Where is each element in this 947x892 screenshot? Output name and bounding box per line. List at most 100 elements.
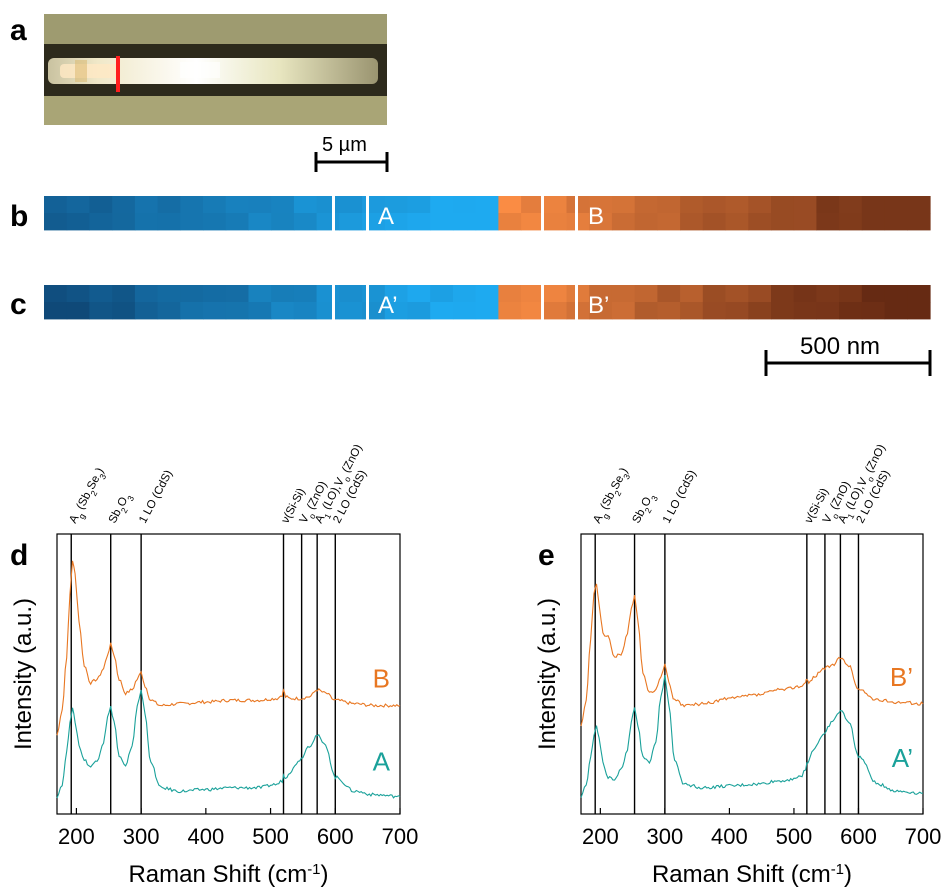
map-separator <box>575 194 578 232</box>
spectrum-chart-e: Ag (Sb2Se3)Sb2O3 1 LO (CdS) ν(Si-Si)Vo (Zn… <box>534 442 941 888</box>
map-pixel <box>157 302 181 320</box>
map-pixel <box>589 213 613 231</box>
raman-map-c <box>44 283 931 321</box>
map-pixel <box>680 285 704 303</box>
x-tick-label: 200 <box>582 824 619 849</box>
map-pixel <box>748 285 772 303</box>
map-pixel <box>611 196 636 214</box>
map-pixel <box>725 196 749 214</box>
map-pixel <box>771 196 795 214</box>
map-pixel <box>89 302 113 320</box>
map-pixel <box>225 196 249 214</box>
map-pixel <box>907 302 931 320</box>
map-pixel <box>839 196 863 214</box>
panel-label-e: e <box>538 539 555 572</box>
map-pixel <box>566 285 590 303</box>
map-pixel <box>702 285 727 303</box>
map-pixel <box>293 213 318 231</box>
map-pixel <box>66 196 90 214</box>
map-pixel <box>112 196 136 214</box>
x-axis-label: Raman Shift (cm-1) <box>128 861 328 889</box>
map-pixel <box>634 196 658 214</box>
map-pixel <box>861 213 886 231</box>
map-pixel <box>225 285 249 303</box>
map-pixel <box>543 285 568 303</box>
map-pixel <box>816 302 840 320</box>
x-tick-label: 600 <box>840 824 877 849</box>
map-pixel <box>793 196 817 214</box>
map-pixel <box>771 302 795 320</box>
x-tick-label: 500 <box>252 824 289 849</box>
scalebar-micro-label: 5 µm <box>322 134 367 156</box>
map-pixel <box>907 196 931 214</box>
map-pixel <box>430 213 454 231</box>
map-pixel <box>271 213 295 231</box>
map-pixel <box>384 213 409 231</box>
map-pixel <box>793 213 817 231</box>
map-separator <box>541 283 544 321</box>
map-pixel <box>316 302 340 320</box>
map-pixel <box>475 302 499 320</box>
map-pixel <box>203 285 227 303</box>
map-pixel <box>816 213 840 231</box>
x-tick-label: 200 <box>58 824 95 849</box>
map-pixel <box>861 196 886 214</box>
map-pixel <box>203 196 227 214</box>
optical-micrograph <box>44 14 387 125</box>
peak-label: Sb2O3 <box>631 491 661 527</box>
map-pixel <box>748 196 772 214</box>
peak-label: Sb2O3 <box>107 491 137 527</box>
map-pixel <box>839 302 863 320</box>
map-pixel <box>498 302 522 320</box>
map-pixel <box>44 302 68 320</box>
map-pixel <box>384 285 409 303</box>
map-separator <box>332 283 335 321</box>
map-pixel <box>157 213 181 231</box>
series-line-bottom <box>56 689 401 799</box>
map-pixel <box>316 196 340 214</box>
map-pixel <box>112 302 136 320</box>
map-pixel <box>44 196 68 214</box>
peak-label: 1 LO (CdS) <box>137 468 175 525</box>
map-pixel <box>339 213 363 231</box>
map-pixel <box>611 285 636 303</box>
map-pixel <box>725 285 749 303</box>
map-pixel <box>293 196 318 214</box>
map-pixel <box>452 285 477 303</box>
map-pixel <box>293 285 318 303</box>
map-pixel <box>452 196 477 214</box>
map-pixel <box>793 302 817 320</box>
map-pixel <box>248 302 272 320</box>
scalebar-nano-label: 500 nm <box>800 333 880 360</box>
map-pixel <box>339 196 363 214</box>
map-pixel <box>271 196 295 214</box>
map-pixel <box>907 285 931 303</box>
map-pixel <box>566 302 590 320</box>
panel-label-d: d <box>10 539 28 572</box>
map-pixel <box>384 302 409 320</box>
x-tick-label: 700 <box>382 824 419 849</box>
x-tick-label: 400 <box>187 824 224 849</box>
map-pixel <box>634 213 658 231</box>
map-pixel <box>884 196 908 214</box>
series-label: B <box>373 664 390 694</box>
laser-line-marker <box>116 56 120 92</box>
map-separator <box>575 283 578 321</box>
map-pixel <box>180 302 204 320</box>
map-pixel <box>407 213 431 231</box>
map-c-label-right: B’ <box>588 292 609 319</box>
map-pixel <box>89 213 113 231</box>
map-pixel <box>180 285 204 303</box>
map-pixel <box>521 302 545 320</box>
map-pixel <box>589 196 613 214</box>
raman-map-b <box>44 194 931 232</box>
map-pixel <box>657 213 681 231</box>
map-pixel <box>657 196 681 214</box>
plot-frame <box>56 533 401 815</box>
map-pixel <box>384 196 409 214</box>
scalebar-micro: 5 µm <box>314 134 389 172</box>
map-pixel <box>725 302 749 320</box>
x-axis-label: Raman Shift (cm-1) <box>652 861 852 889</box>
map-pixel <box>44 285 68 303</box>
series-line-top <box>580 583 924 727</box>
